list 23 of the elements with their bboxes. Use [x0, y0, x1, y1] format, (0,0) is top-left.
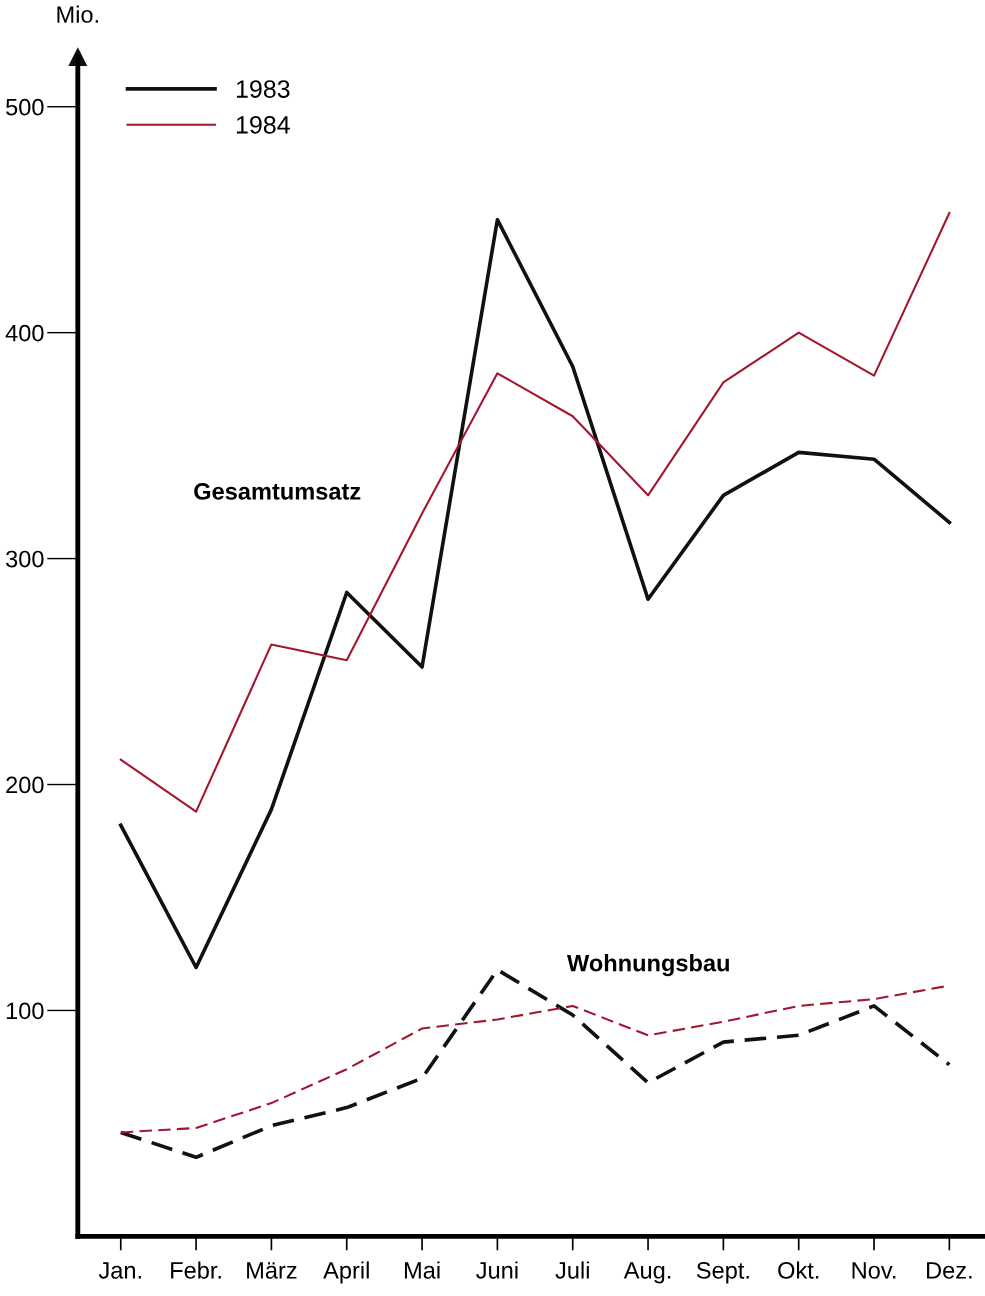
x-tick-label: Juli: [555, 1261, 589, 1279]
line-series: [119, 211, 951, 813]
annotation: Wohnungsbau: [566, 954, 729, 977]
x-tick-label: Mai: [404, 1261, 440, 1279]
x-tick-label: Dez.: [927, 1262, 972, 1279]
y-tick-label: 200: [6, 776, 44, 794]
annotation: Gesamtumsatz: [194, 483, 361, 500]
legend-label: 1983: [236, 80, 290, 98]
y-axis-title: Mio.: [57, 5, 98, 23]
x-tick-label: Okt.: [778, 1261, 819, 1279]
x-tick-label: Sept.: [696, 1262, 749, 1284]
y-tick-label: 500: [6, 98, 44, 116]
y-tick-label: 300: [5, 550, 44, 568]
x-tick-label: Aug.: [623, 1262, 671, 1284]
x-tick-label: März: [247, 1262, 297, 1279]
x-tick-label: Jan.: [98, 1262, 141, 1279]
x-tick-label: Nov.: [852, 1262, 896, 1279]
x-tick-label: April: [323, 1261, 369, 1284]
legend-label: 1984: [236, 115, 290, 134]
y-tick-label: 100: [6, 1002, 44, 1020]
y-tick-label: 400: [5, 324, 44, 342]
x-tick-label: Juni: [476, 1261, 518, 1279]
x-tick-label: Febr.: [171, 1261, 221, 1279]
